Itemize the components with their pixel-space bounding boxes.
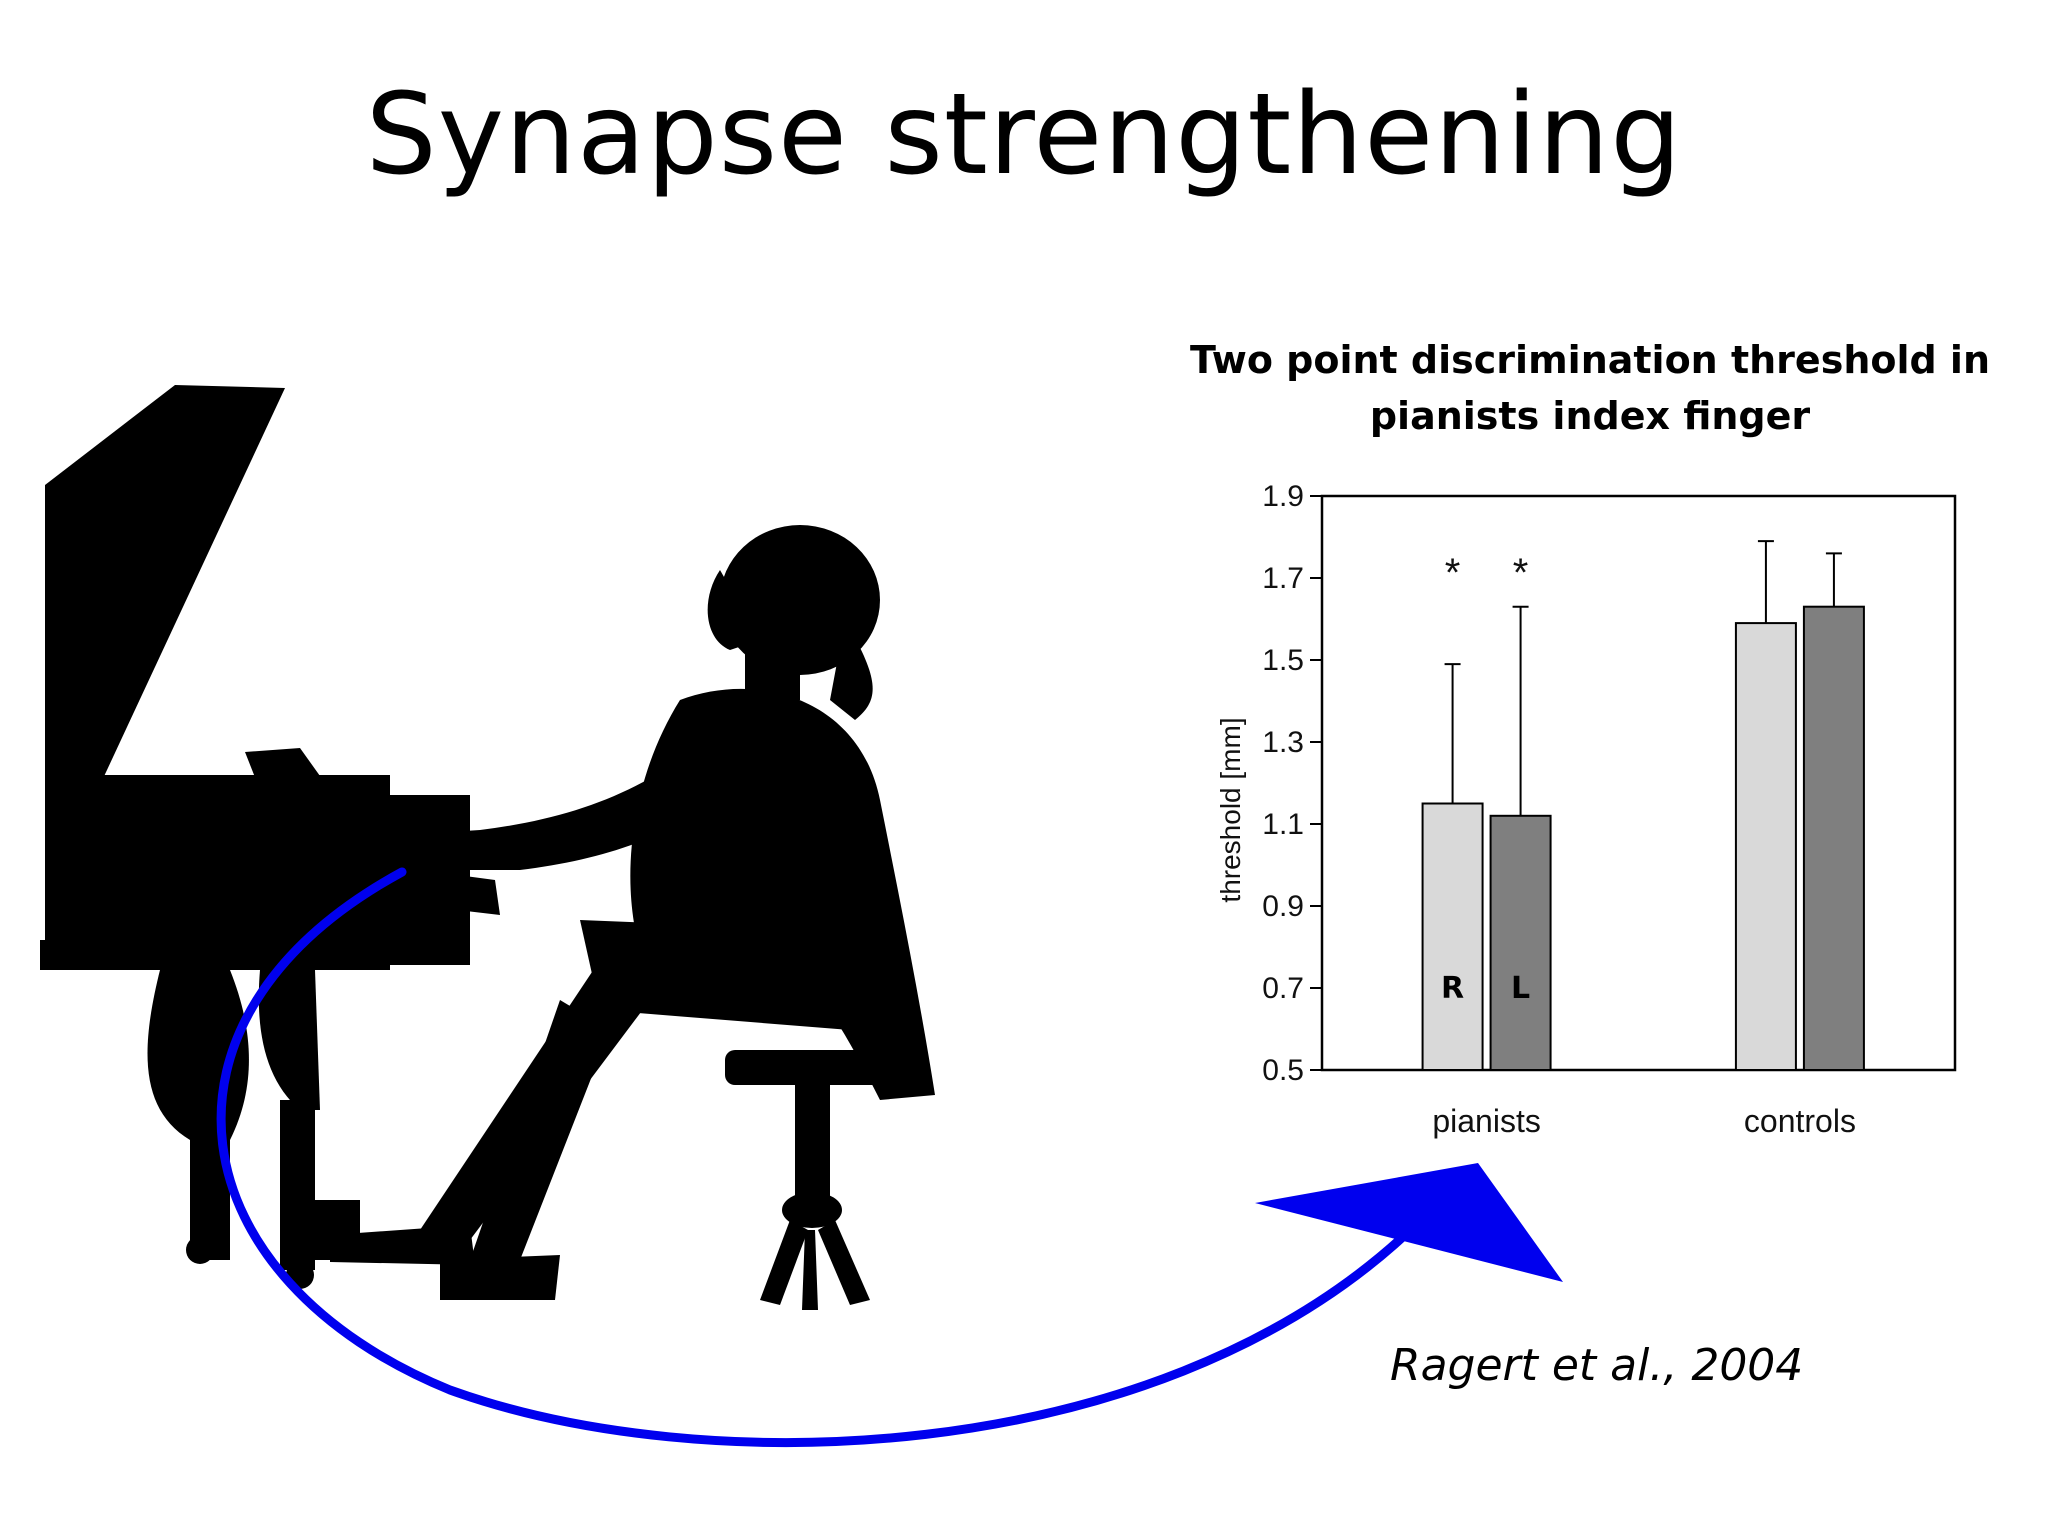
chart-title-line-2: pianists index finger [1369, 394, 1811, 438]
bar [1734, 622, 1797, 1071]
y-tick-label: 1.5 [1262, 644, 1304, 677]
bar-series-label: R [1441, 971, 1464, 1006]
significance-marker: * [1445, 551, 1461, 595]
bar [1421, 802, 1484, 1071]
y-tick-label: 0.5 [1262, 1054, 1304, 1087]
stool-silhouette-icon [725, 1050, 900, 1310]
y-tick-label: 1.9 [1262, 480, 1304, 513]
arrowhead-icon [1255, 1163, 1563, 1282]
significance-marker: * [1513, 551, 1529, 595]
y-axis-label: threshold [mm] [1215, 717, 1246, 902]
chart-title-line-1: Two point discrimination threshold in [1189, 338, 1991, 382]
citation: Ragert et al., 2004 [1390, 1340, 1804, 1391]
chart-title: Two point discrimination threshold in pi… [1180, 332, 2000, 444]
y-tick-label: 0.7 [1262, 972, 1304, 1005]
y-tick-label: 1.1 [1262, 808, 1304, 841]
piano-silhouette-icon [40, 385, 470, 1289]
slide-title: Synapse strengthening [365, 70, 1683, 200]
y-tick-label: 0.9 [1262, 890, 1304, 923]
y-tick-label: 1.7 [1262, 562, 1304, 595]
curved-arrow-icon [216, 867, 1410, 1448]
x-tick-label: pianists [1432, 1103, 1541, 1139]
bar-series-label: L [1511, 971, 1530, 1006]
bar [1802, 605, 1865, 1071]
bar [1489, 814, 1552, 1071]
y-tick-label: 1.3 [1262, 726, 1304, 759]
x-tick-label: controls [1744, 1103, 1856, 1139]
pianist-silhouette-icon [330, 525, 935, 1300]
